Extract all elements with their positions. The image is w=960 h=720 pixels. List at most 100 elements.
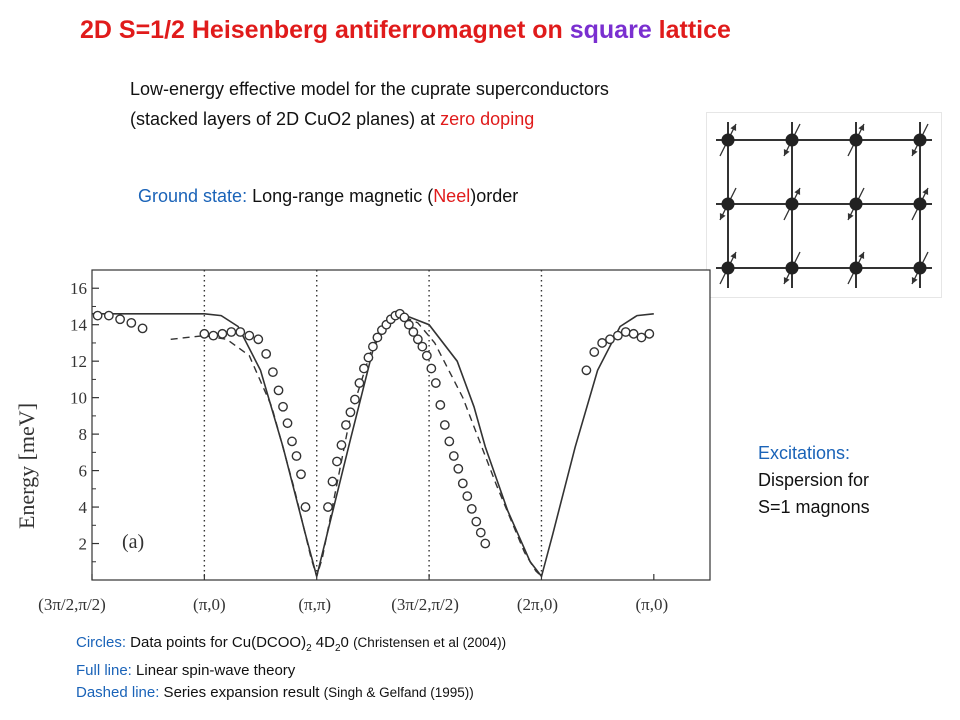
data-point — [332, 456, 342, 467]
x-tick-label: (π,π) — [298, 595, 331, 614]
x-tick-label: (3π/2,π/2) — [38, 595, 106, 614]
title-square: square — [569, 16, 652, 44]
ground-state-text: Ground state: Long-range magnetic (Neel)… — [138, 186, 518, 207]
data-point — [359, 363, 369, 374]
spin-arrowhead — [847, 213, 854, 220]
data-point — [363, 352, 374, 363]
data-point — [466, 503, 477, 514]
data-point — [471, 516, 482, 527]
full-line-label: Full line: — [76, 662, 132, 679]
spin-arrowhead — [783, 149, 790, 156]
ground-state-label: Ground state: — [138, 186, 248, 206]
spin-arrowhead — [922, 188, 929, 195]
data-point — [126, 317, 137, 328]
data-point — [278, 401, 288, 412]
lattice-site — [913, 197, 927, 211]
data-point — [417, 341, 428, 352]
neel-text: Neel — [433, 186, 471, 206]
y-tick-label: 2 — [79, 535, 88, 554]
dashed-line-label: Dashed line: — [76, 684, 160, 701]
lattice-site — [785, 261, 799, 275]
y-tick-label: 6 — [79, 462, 88, 481]
excitations-line2: Dispersion for — [758, 470, 870, 490]
data-point — [115, 314, 125, 325]
data-point — [605, 334, 615, 345]
y-tick-label: 14 — [70, 316, 88, 335]
intro-text: Low-energy effective model for the cupra… — [130, 74, 609, 134]
data-point — [453, 463, 464, 474]
full-line-text: Linear spin-wave theory — [131, 662, 296, 679]
excitations-line3: S=1 magnons — [758, 497, 870, 517]
y-tick-label: 8 — [79, 425, 88, 444]
spin-arrowhead — [783, 277, 790, 284]
data-point — [350, 394, 360, 405]
data-point — [103, 310, 114, 321]
lattice-site — [849, 197, 863, 211]
data-point — [296, 469, 306, 480]
spin-arrowhead — [911, 149, 918, 156]
data-point — [261, 348, 272, 359]
circles-ref: (Christensen et al (2004)) — [353, 635, 507, 650]
title-part1: 2D S=1/2 Heisenberg antiferromagnet on — [80, 16, 570, 44]
circles-text: Data points for Cu(DCOO) — [126, 634, 307, 651]
y-tick-label: 10 — [70, 389, 87, 408]
lattice-site — [721, 261, 735, 275]
circles-sub2: 2 — [334, 643, 341, 654]
data-point — [435, 400, 446, 410]
dashed-line-ref: (Singh & Gelfand (1995)) — [323, 685, 474, 700]
data-point — [323, 502, 333, 512]
data-point — [208, 330, 219, 341]
data-point — [226, 327, 237, 337]
data-point — [408, 327, 419, 337]
data-point — [475, 527, 486, 538]
lattice-site — [913, 261, 927, 275]
data-point — [368, 341, 378, 352]
x-tick-label: (π,0) — [193, 595, 226, 614]
plot-frame — [91, 269, 711, 581]
data-point — [462, 491, 473, 502]
spin-arrowhead — [730, 124, 737, 131]
data-point — [444, 436, 455, 447]
legend-dashed-line: Dashed line: Series expansion result (Si… — [76, 682, 506, 704]
lattice-site — [913, 133, 927, 147]
x-tick-label: (π,0) — [635, 595, 668, 614]
data-point — [341, 420, 351, 430]
data-point — [235, 327, 246, 337]
data-point — [403, 319, 414, 330]
data-point — [217, 328, 228, 339]
lattice-site — [785, 197, 799, 211]
data-point — [612, 330, 623, 341]
title-part3: lattice — [651, 16, 731, 44]
data-point — [199, 328, 210, 339]
spin-arrowhead — [730, 252, 737, 259]
data-point — [268, 367, 278, 378]
spin-arrowhead — [858, 124, 865, 131]
spin-arrowhead — [858, 252, 865, 259]
y-tick-label: 4 — [79, 498, 88, 517]
data-point — [92, 310, 103, 321]
data-point — [457, 478, 468, 489]
data-point — [273, 385, 284, 396]
lattice-site — [721, 197, 735, 211]
data-point — [244, 330, 255, 341]
excitations-label: Excitations: — [758, 443, 851, 463]
data-point — [399, 312, 410, 323]
data-point — [589, 347, 600, 357]
data-point — [620, 327, 631, 337]
circles-label: Circles: — [76, 634, 127, 651]
dashed-line-text: Series expansion result — [159, 684, 324, 701]
intro-line2: (stacked layers of 2D CuO2 planes) at ze… — [130, 104, 609, 134]
data-point — [430, 378, 441, 388]
data-point — [480, 538, 491, 549]
data-point — [636, 332, 647, 343]
data-point — [327, 476, 338, 487]
data-point — [448, 451, 459, 461]
panel-label: (a) — [122, 531, 144, 553]
legend-circles: Circles: Data points for Cu(DCOO)2 4D20 … — [76, 632, 506, 660]
y-tick-label: 12 — [70, 352, 87, 371]
x-tick-label: (3π/2,π/2) — [391, 595, 459, 614]
data-point — [412, 334, 423, 345]
square-lattice-diagram — [706, 112, 942, 298]
legend-full-line: Full line: Linear spin-wave theory — [76, 660, 506, 682]
spin-arrowhead — [794, 188, 801, 195]
